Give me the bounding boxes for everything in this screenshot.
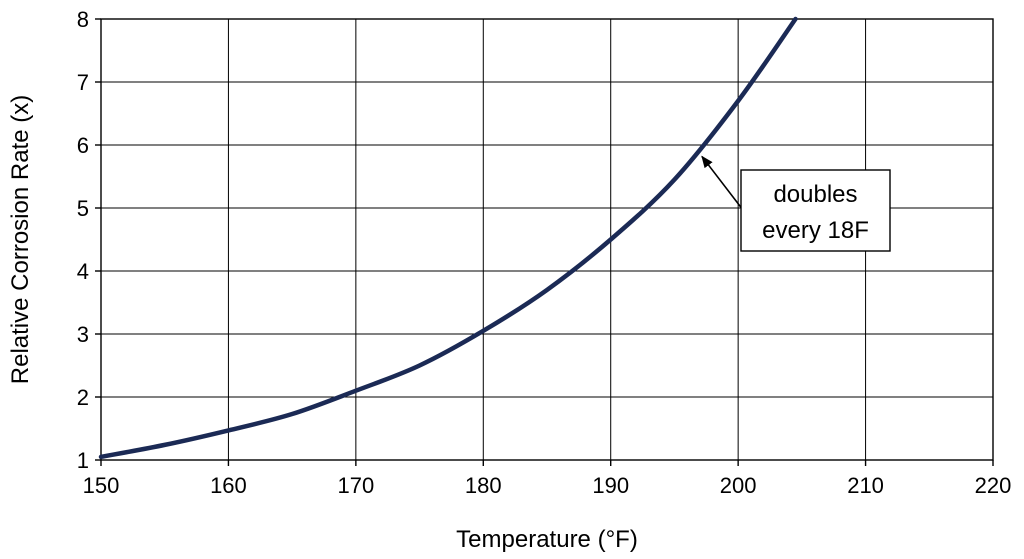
y-tick-label-7: 8 [77,7,89,32]
y-tick-label-1: 2 [77,385,89,410]
x-tick-label-3: 180 [465,473,502,498]
y-tick-label-5: 6 [77,133,89,158]
annotation: doubles every 18F [701,155,891,252]
annotation-text-line-2: every 18F [762,217,869,244]
annotation-text-line-1: doubles [773,181,857,208]
x-tick-label-1: 160 [210,473,247,498]
x-tick-label-7: 220 [975,473,1012,498]
y-axis-title: Relative Corrosion Rate (x) [7,95,34,384]
x-axis-title: Temperature (°F) [456,526,638,553]
annotation-box [740,169,891,252]
y-tick-label-0: 1 [77,448,89,473]
x-tick-label-2: 170 [337,473,374,498]
y-tick-label-3: 4 [77,259,89,284]
x-tick-label-5: 200 [720,473,757,498]
axis-ticks: 150 160 170 180 190 200 210 220 1 2 3 4 5 6 7 8 [77,7,1012,498]
series-line-0 [98,16,798,460]
y-tick-label-4: 5 [77,196,89,221]
y-tick-label-2: 3 [77,322,89,347]
y-tick-label-6: 7 [77,70,89,95]
x-tick-label-0: 150 [83,473,120,498]
annotation-arrow [701,155,744,211]
x-tick-label-6: 210 [847,473,884,498]
series-layer [98,16,798,460]
x-tick-label-4: 190 [592,473,629,498]
plot-area-frame [100,18,994,461]
